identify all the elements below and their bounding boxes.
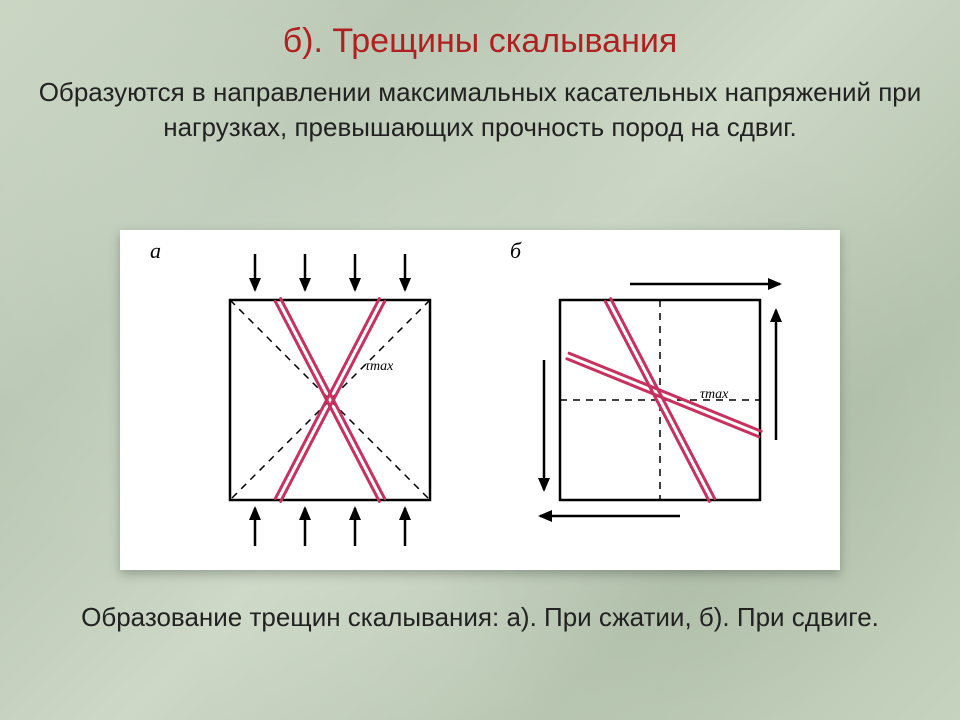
svg-text:τmax: τmax	[365, 359, 394, 374]
svg-text:а: а	[150, 238, 161, 263]
diagram-svg: а τmax б τmax	[120, 230, 840, 570]
svg-text:б: б	[510, 238, 522, 263]
figure-caption: Образование трещин скалывания: а). При с…	[0, 600, 960, 635]
figure-container: а τmax б τmax	[120, 230, 840, 570]
slide-subtitle: Образуются в направлении максимальных ка…	[30, 75, 930, 145]
svg-text:τmax: τmax	[700, 387, 729, 402]
slide-title: б). Трещины скалывания	[0, 0, 960, 61]
slide: б). Трещины скалывания Образуются в напр…	[0, 0, 960, 720]
